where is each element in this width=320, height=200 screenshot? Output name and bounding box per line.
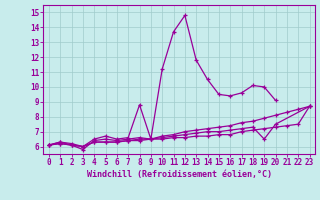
X-axis label: Windchill (Refroidissement éolien,°C): Windchill (Refroidissement éolien,°C) <box>87 170 272 179</box>
